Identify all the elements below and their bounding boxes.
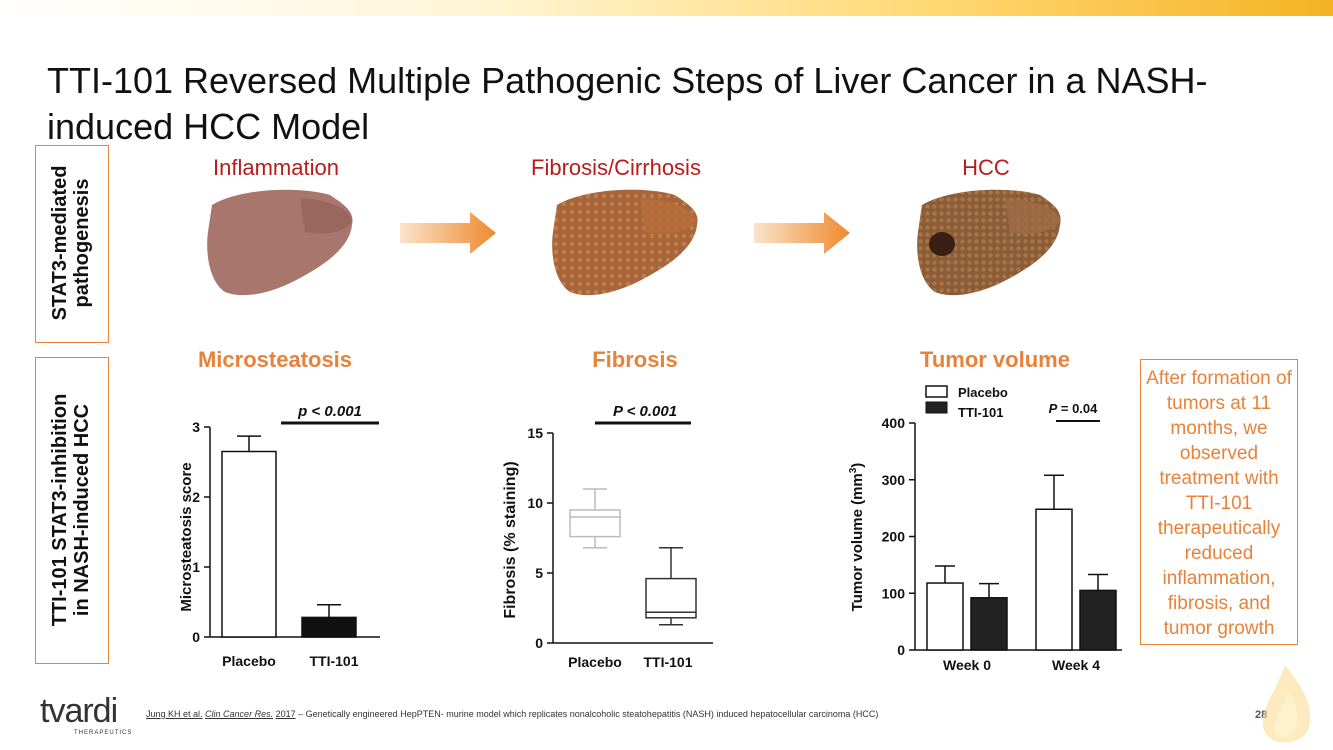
y-tick-label: 0 bbox=[897, 642, 905, 658]
y-tick-label: 3 bbox=[192, 419, 200, 435]
y-tick-label: 300 bbox=[882, 472, 906, 488]
chart-title-microsteatosis: Microsteatosis bbox=[197, 347, 353, 372]
stage-label-inflammation: Inflammation bbox=[213, 155, 339, 180]
bar-tti-101-week0 bbox=[970, 597, 1008, 651]
y-tick-label: 5 bbox=[535, 565, 543, 581]
tvardi-logo: tvardi THERAPEUTICS bbox=[40, 692, 131, 736]
y-tick-label: 10 bbox=[527, 495, 543, 511]
x-label-tti101: TTI-101 bbox=[309, 653, 358, 669]
flame-icon bbox=[1262, 665, 1311, 743]
citation-authors[interactable]: Jung KH et al. bbox=[146, 709, 203, 719]
stage-label-fibrosis: Fibrosis/Cirrhosis bbox=[531, 155, 701, 180]
side-box-pathogenesis bbox=[35, 145, 109, 343]
bar-placebo-week0 bbox=[926, 582, 964, 651]
x-label-tti101: TTI-101 bbox=[643, 654, 692, 670]
y-tick-label: 200 bbox=[882, 529, 906, 545]
citation-journal[interactable]: Clin Cancer Res. bbox=[205, 709, 274, 719]
significance-label: p < 0.001 bbox=[297, 403, 362, 420]
y-tick-label: 15 bbox=[527, 425, 543, 441]
top-gradient-bar bbox=[0, 0, 1333, 16]
significance-value: = 0.04 bbox=[1057, 401, 1098, 416]
citation-year[interactable]: 2017 bbox=[275, 709, 296, 719]
bar-placebo bbox=[221, 450, 277, 638]
chart-title-tumor-volume: Tumor volume bbox=[920, 347, 1070, 372]
ylabel-end: ) bbox=[849, 463, 866, 468]
significance-label: P < 0.001 bbox=[613, 403, 677, 420]
x-label-week0: Week 0 bbox=[943, 657, 991, 673]
bar-tti-101-week4 bbox=[1079, 589, 1117, 651]
y-tick-label: 1 bbox=[192, 559, 200, 575]
x-label-week4: Week 4 bbox=[1052, 657, 1100, 673]
citation-text: – Genetically engineered HepPTEN- murine… bbox=[295, 709, 879, 719]
significance-label: P = 0.04 bbox=[1049, 401, 1099, 416]
ylabel: Fibrosis (% staining) bbox=[502, 461, 519, 618]
chart-title-fibrosis: Fibrosis bbox=[592, 347, 678, 372]
summary-note: After formation of tumors at 11 months, … bbox=[1140, 359, 1298, 645]
footer-citation: Jung KH et al. Clin Cancer Res. 2017 – G… bbox=[146, 709, 878, 719]
y-tick-label: 400 bbox=[882, 415, 906, 431]
legend-swatch-tti101 bbox=[925, 401, 948, 414]
legend-swatch-placebo bbox=[925, 385, 948, 398]
significance-p: P bbox=[1049, 401, 1058, 416]
y-tick-label: 0 bbox=[535, 635, 543, 651]
ylabel-main: Tumor volume (mm bbox=[849, 473, 866, 611]
ylabel: Microsteatosis score bbox=[178, 462, 195, 611]
legend-label-placebo: Placebo bbox=[958, 385, 1008, 400]
bar-placebo-week4 bbox=[1035, 508, 1073, 651]
y-tick-label: 0 bbox=[192, 629, 200, 645]
y-tick-label: 100 bbox=[882, 585, 906, 601]
ylabel: Tumor volume (mm3) bbox=[848, 463, 866, 612]
box-tti-101 bbox=[645, 577, 697, 619]
ylabel-sup: 3 bbox=[848, 467, 859, 473]
box-placebo bbox=[569, 509, 621, 538]
legend-label-tti101: TTI-101 bbox=[958, 405, 1004, 420]
x-label-placebo: Placebo bbox=[568, 654, 622, 670]
x-label-placebo: Placebo bbox=[222, 653, 276, 669]
side-box-inhibition bbox=[35, 357, 109, 664]
logo-word: tvardi bbox=[40, 692, 118, 730]
y-tick-label: 2 bbox=[192, 489, 200, 505]
stage-label-hcc: HCC bbox=[962, 155, 1010, 180]
logo-sub: THERAPEUTICS bbox=[74, 730, 133, 736]
slide-title: TTI-101 Reversed Multiple Pathogenic Ste… bbox=[47, 60, 1208, 147]
